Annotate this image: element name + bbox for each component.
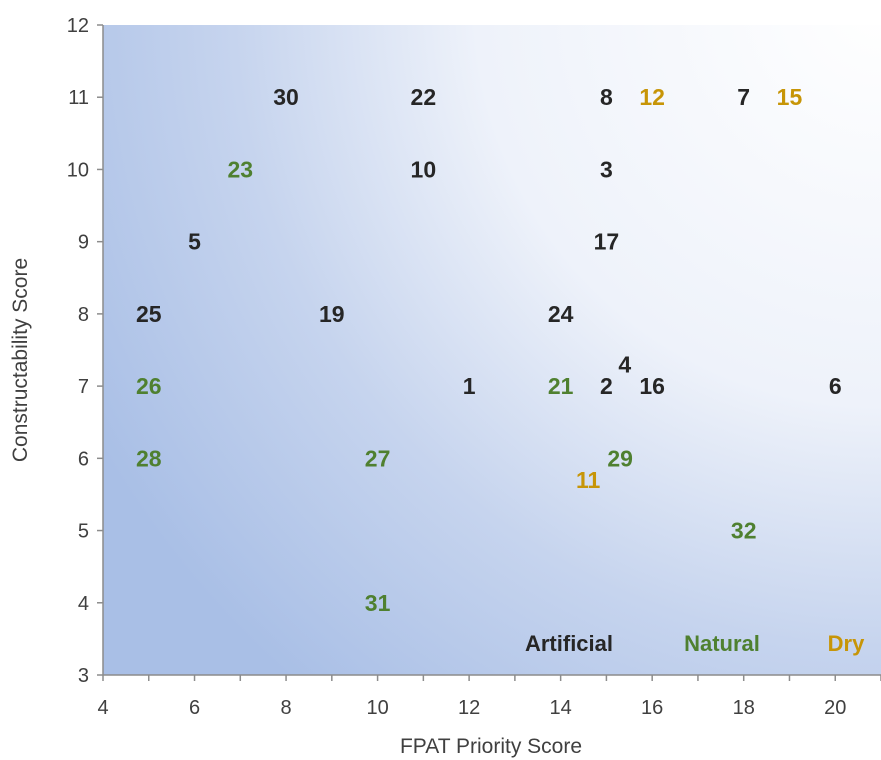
point-label-26: 26 (136, 373, 162, 399)
point-label-19: 19 (319, 301, 345, 327)
y-axis-title: Constructability Score (9, 258, 32, 462)
point-label-27: 27 (365, 445, 391, 471)
point-label-12: 12 (639, 84, 665, 110)
point-label-25: 25 (136, 301, 162, 327)
legend-entry-natural: Natural (684, 631, 760, 656)
x-tick-label: 20 (824, 697, 846, 719)
y-tick-label: 8 (78, 304, 89, 326)
point-label-8: 8 (600, 84, 613, 110)
point-label-4: 4 (618, 351, 631, 377)
y-tick-label: 7 (78, 376, 89, 398)
point-label-2: 2 (600, 373, 613, 399)
point-label-10: 10 (411, 156, 437, 182)
y-tick-label: 10 (67, 159, 89, 181)
point-label-3: 3 (600, 156, 613, 182)
point-label-23: 23 (227, 156, 253, 182)
y-tick-label: 11 (68, 87, 89, 109)
legend: Artificial Natural Dry (525, 631, 865, 656)
point-label-32: 32 (731, 518, 757, 544)
x-tick-label: 16 (641, 697, 663, 719)
y-tick-label: 3 (78, 665, 89, 687)
point-label-29: 29 (607, 445, 633, 471)
y-tick-label: 4 (78, 593, 89, 615)
y-tick-label: 12 (67, 15, 89, 37)
point-label-21: 21 (548, 373, 574, 399)
x-tick-label: 12 (458, 697, 480, 719)
x-tick-label: 8 (280, 697, 291, 719)
point-label-30: 30 (273, 84, 299, 110)
point-label-7: 7 (737, 84, 750, 110)
x-tick-label: 6 (189, 697, 200, 719)
point-label-17: 17 (594, 229, 620, 255)
y-tick-label: 9 (78, 232, 89, 254)
point-label-1: 1 (463, 373, 476, 399)
point-label-11: 11 (576, 467, 601, 493)
y-tick-label: 5 (78, 521, 89, 543)
legend-entry-artificial: Artificial (525, 631, 613, 656)
x-tick-label: 14 (550, 697, 572, 719)
point-label-24: 24 (548, 301, 574, 327)
legend-entry-dry: Dry (828, 631, 865, 656)
point-label-22: 22 (411, 84, 437, 110)
point-label-31: 31 (365, 590, 391, 616)
point-label-28: 28 (136, 445, 162, 471)
point-label-15: 15 (777, 84, 803, 110)
point-label-6: 6 (829, 373, 842, 399)
plot-area-background (103, 25, 881, 675)
point-label-16: 16 (639, 373, 665, 399)
x-tick-label: 10 (366, 697, 388, 719)
y-tick-label: 6 (78, 448, 89, 470)
x-tick-label: 4 (97, 697, 108, 719)
x-tick-label: 18 (733, 697, 755, 719)
x-axis-title: FPAT Priority Score (400, 735, 582, 758)
point-label-5: 5 (188, 229, 201, 255)
